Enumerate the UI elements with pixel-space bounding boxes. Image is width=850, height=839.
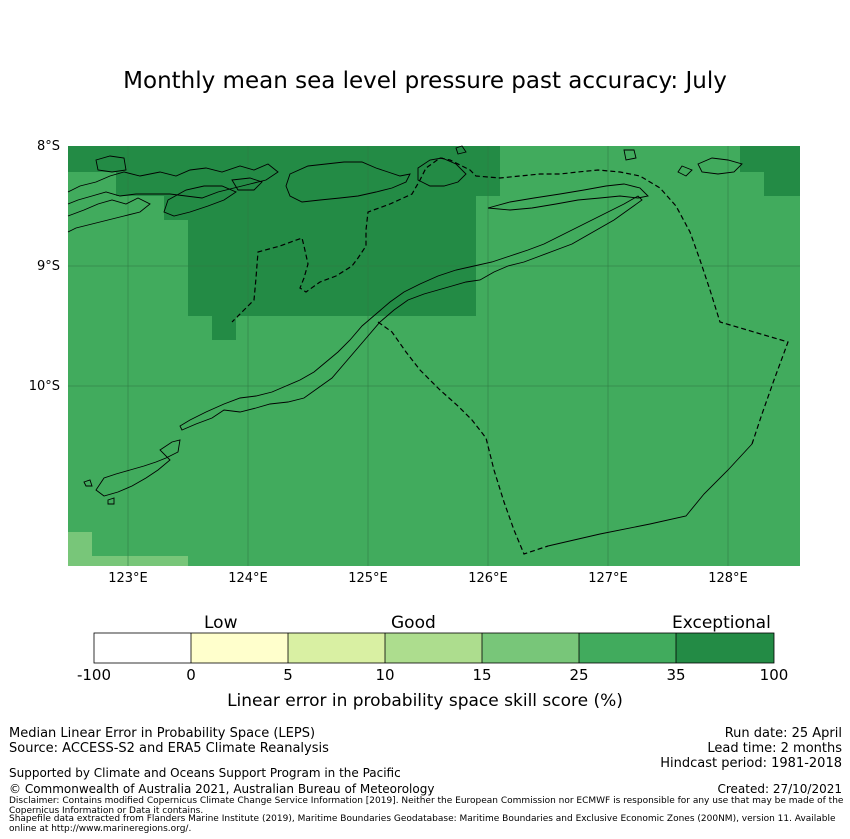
colorbar-tick: 100 [759,666,789,684]
disclaimer-text: Disclaimer: Contains modified Copernicus… [9,796,844,816]
colorbar-tick: 15 [472,666,492,684]
colorbar-tick: 0 [186,666,196,684]
colorbar-title: Linear error in probability space skill … [227,691,623,711]
support-text: Supported by Climate and Oceans Support … [9,766,401,780]
lon-label-123e: 123°E [108,571,148,586]
colorbar-swatch-3 [385,633,482,663]
lon-label-125e: 125°E [348,571,388,586]
map-gridlines [68,146,800,566]
colorbar-swatch-2 [288,633,385,663]
colorbar-swatch-1 [191,633,288,663]
hindcast-period-text: Hindcast period: 1981-2018 [660,756,842,771]
colorbar-swatch-0 [94,633,191,663]
coastlines [67,145,753,547]
flores-coastline [67,163,279,205]
lon-label-126e: 126°E [468,571,508,586]
exceptional-skill-region [68,146,800,340]
created-date-text: Created: 27/10/2021 [717,782,842,796]
lon-label-128e: 128°E [708,571,748,586]
alor-coastline [285,161,411,203]
colorbar-swatch-4 [482,633,579,663]
colorbar-tick: 35 [666,666,686,684]
lon-label-127e: 127°E [588,571,628,586]
colorbar-tick: 5 [283,666,293,684]
run-date-text: Run date: 25 April [724,726,842,741]
shapefile-credit-text: Shapefile data extracted from Flanders M… [9,814,836,834]
colorbar-tick: 10 [375,666,395,684]
method-text: Median Linear Error in Probability Space… [9,726,316,741]
map-panel [67,145,800,566]
source-text: Source: ACCESS-S2 and ERA5 Climate Reana… [9,741,329,756]
lat-label-9s: 9°S [36,259,60,274]
category-label-low: Low [204,613,238,633]
lon-label-124e: 124°E [228,571,268,586]
maritime-boundaries [231,157,789,555]
colorbar-swatch-6 [676,633,774,663]
colorbar [93,632,775,664]
colorbar-tick: 25 [569,666,589,684]
timor-coastline [179,195,643,431]
rote-coastline [95,439,181,497]
lat-label-10s: 10°S [28,379,60,394]
category-label-good: Good [391,613,436,633]
colorbar-swatch-5 [579,633,676,663]
category-label-exceptional: Exceptional [672,613,771,633]
colorbar-tick: -100 [76,666,112,684]
lead-time-text: Lead time: 2 months [707,741,842,756]
eez-solid-segment [547,443,753,547]
colorbar-frame [93,632,775,664]
map-title: Monthly mean sea level pressure past acc… [123,68,727,94]
eez-boundary-east [377,321,549,555]
copyright-text: © Commonwealth of Australia 2021, Austra… [9,782,435,796]
wetar-coastline [487,183,649,211]
lat-label-8s: 8°S [36,139,60,154]
